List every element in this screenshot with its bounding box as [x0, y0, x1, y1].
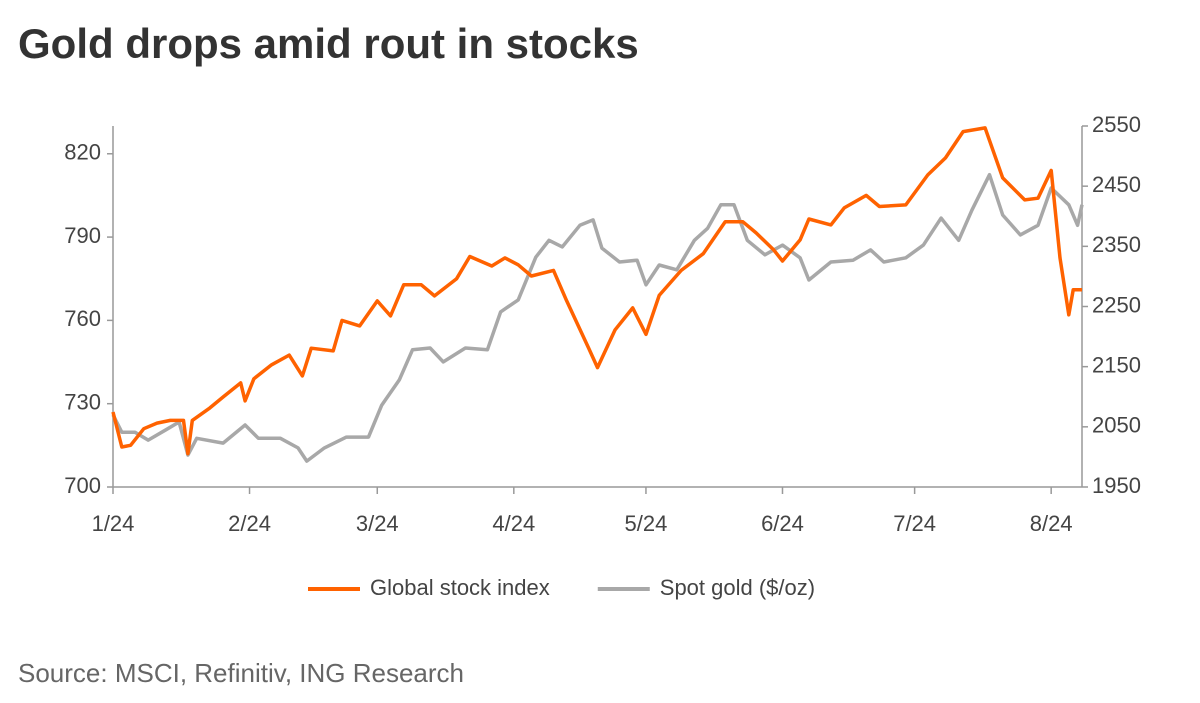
series-line [111, 126, 1082, 456]
y2-tick-label: 2150 [1092, 352, 1141, 377]
x-tick-label: 8/24 [1030, 511, 1073, 536]
legend-label: Spot gold ($/oz) [660, 575, 815, 600]
y-tick-label: 760 [64, 306, 101, 331]
chart-title: Gold drops amid rout in stocks [18, 20, 639, 67]
source-note: Source: MSCI, Refinitiv, ING Research [18, 658, 464, 688]
x-tick-label: 6/24 [761, 511, 804, 536]
x-tick-label: 3/24 [356, 511, 399, 536]
y2-tick-label: 2550 [1092, 112, 1141, 137]
x-tick-label: 4/24 [492, 511, 535, 536]
y2-tick-label: 2350 [1092, 232, 1141, 257]
y2-tick-label: 2450 [1092, 172, 1141, 197]
legend-label: Global stock index [370, 575, 550, 600]
series-line [111, 172, 1084, 463]
y-tick-label: 790 [64, 223, 101, 248]
y2-tick-label: 2250 [1092, 292, 1141, 317]
x-tick-label: 1/24 [92, 511, 135, 536]
y-tick-label: 700 [64, 473, 101, 498]
x-tick-label: 2/24 [228, 511, 271, 536]
y2-tick-label: 1950 [1092, 473, 1141, 498]
y-tick-label: 820 [64, 140, 101, 165]
x-tick-label: 7/24 [893, 511, 936, 536]
y-tick-label: 730 [64, 390, 101, 415]
x-tick-label: 5/24 [625, 511, 668, 536]
y2-tick-label: 2050 [1092, 413, 1141, 438]
